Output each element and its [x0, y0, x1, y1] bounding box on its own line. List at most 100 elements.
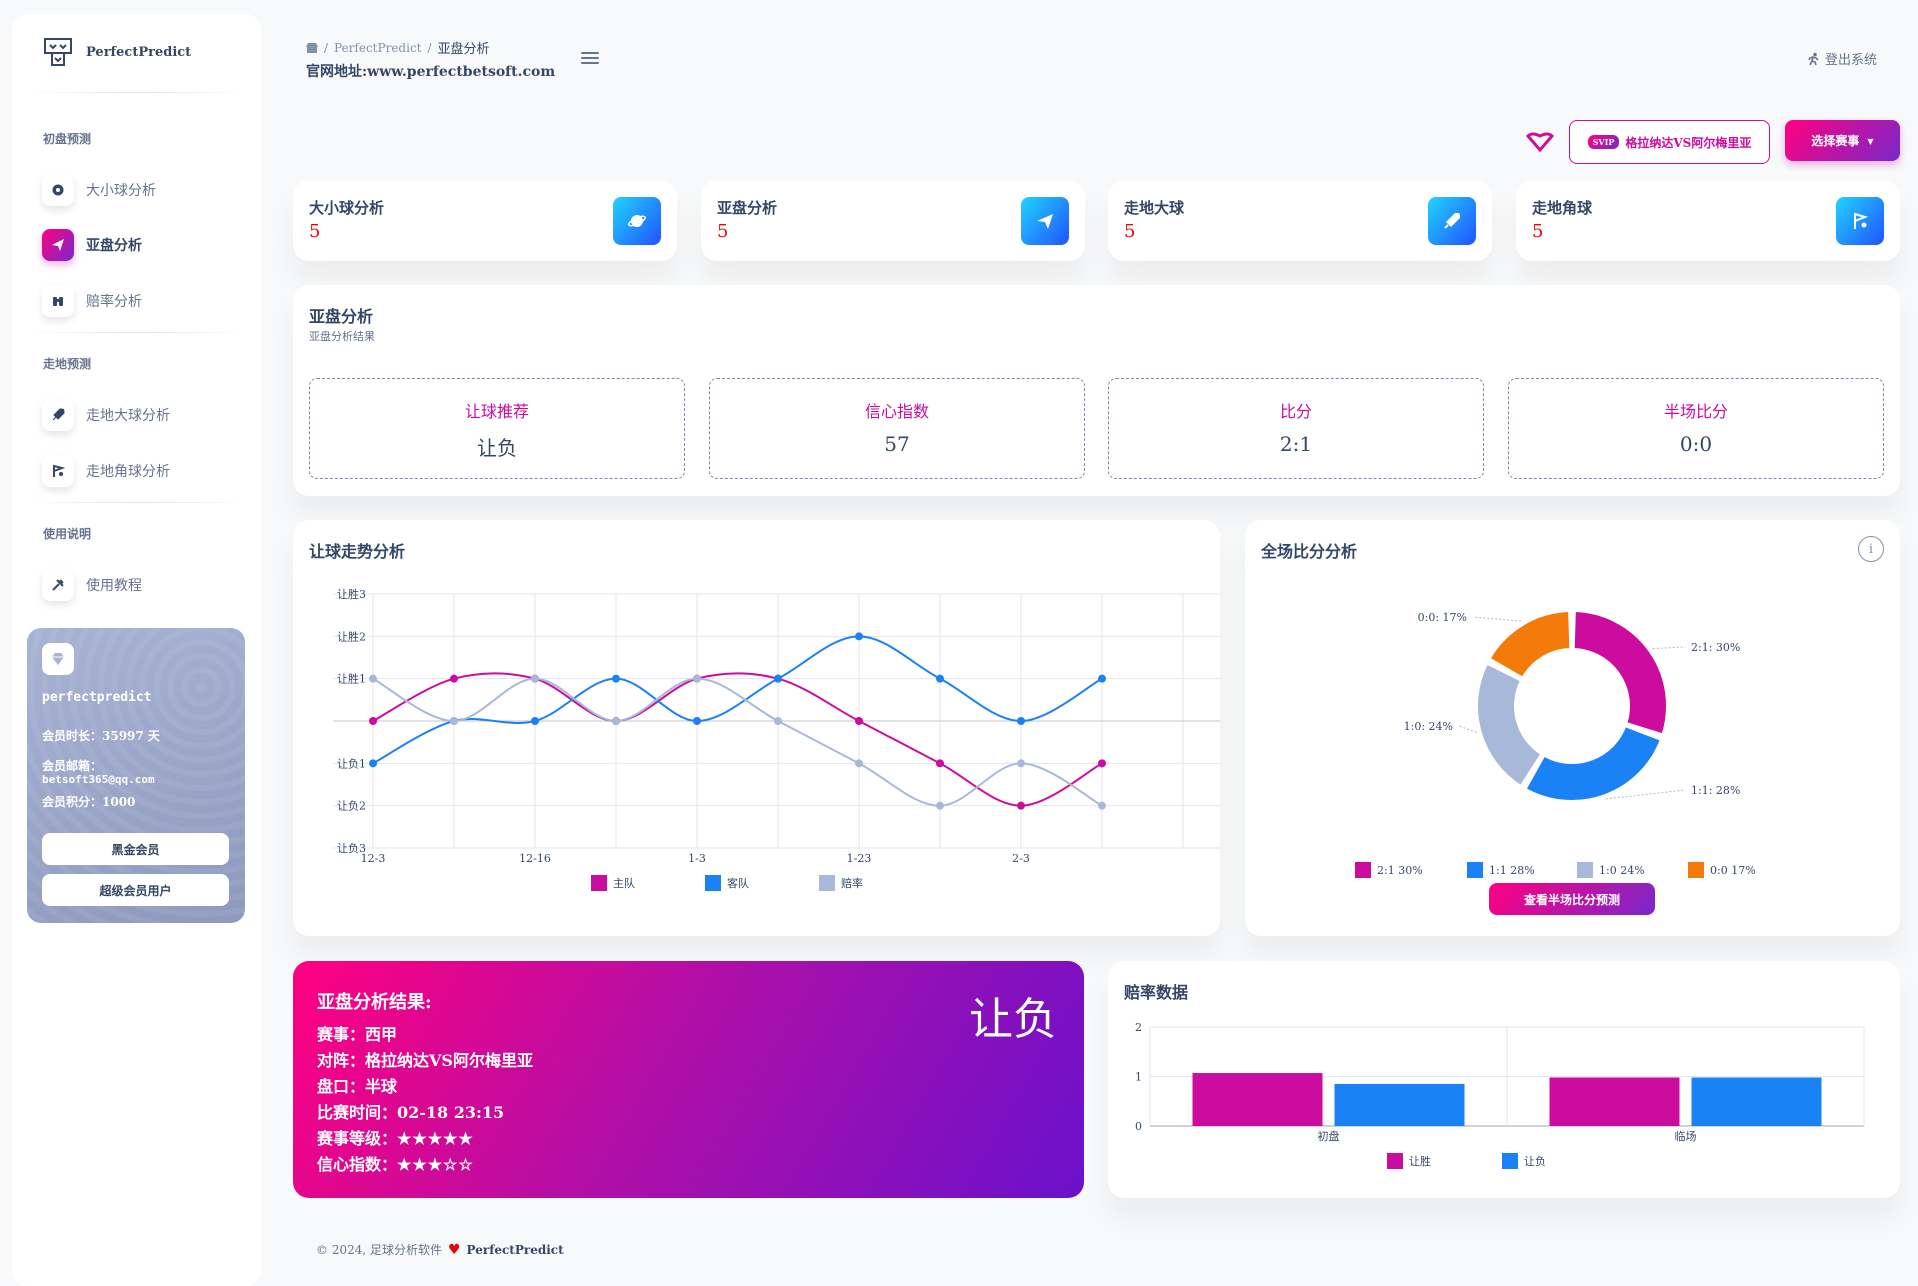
diamond-icon [42, 643, 74, 675]
super-member-button[interactable]: 超级会员用户 [42, 874, 229, 906]
stat-card-over-under: 大小球分析 5 [293, 181, 677, 261]
y-tick-label: 让负3 [337, 841, 366, 855]
y-tick-label: 0 [1135, 1120, 1142, 1133]
current-match-label: 格拉纳达VS阿尔梅里亚 [1625, 135, 1752, 150]
stat-label: 走地角球 [1532, 199, 1593, 217]
select-match-label: 选择赛事 [1811, 134, 1860, 148]
sidebar-item-odds[interactable]: 赔率分析 [42, 283, 142, 319]
sidebar-item-label: 走地大球分析 [86, 408, 170, 424]
pie-slice [1476, 662, 1543, 788]
logout-button[interactable]: 登出系统 [1806, 49, 1877, 68]
sidebar-item-live-goals[interactable]: 走地大球分析 [42, 397, 170, 433]
data-point [450, 717, 458, 725]
bar [1192, 1073, 1323, 1126]
rocket-icon [42, 399, 74, 431]
legend-label: 客队 [727, 876, 749, 890]
pie-slice [1524, 725, 1662, 802]
recommendation-box: 让球推荐 让负 [309, 378, 685, 479]
slice-callout-label: 0:0: 17% [1418, 611, 1467, 624]
result-time: 比赛时间：02-18 23:15 [317, 1103, 505, 1122]
breadcrumb-current: 亚盘分析 [437, 42, 490, 57]
callout-line [1605, 789, 1686, 800]
data-point [1098, 674, 1106, 683]
member-card: perfectpredict 会员时长：35997 天 会员邮箱： betsof… [27, 628, 245, 923]
shop-icon[interactable] [306, 42, 318, 54]
box-value: 让负 [477, 436, 517, 460]
slice-callout-label: 2:1: 30% [1691, 641, 1740, 654]
breadcrumb-root[interactable]: PerfectPredict [334, 40, 422, 55]
card-title: 赔率数据 [1124, 983, 1189, 1002]
data-point [369, 759, 377, 768]
caret-down-icon: ▼ [1867, 135, 1874, 146]
y-tick-label: 让胜1 [337, 672, 366, 686]
rocket-icon [1428, 197, 1476, 245]
bar [1334, 1083, 1465, 1126]
footer-brand[interactable]: PerfectPredict [466, 1242, 564, 1257]
result-league: 赛事：西甲 [317, 1025, 398, 1044]
box-value: 57 [884, 432, 910, 456]
box-value: 2:1 [1279, 432, 1313, 456]
legend-label: 让胜 [1409, 1154, 1431, 1168]
svip-badge: SVIP [1587, 135, 1620, 149]
black-gold-member-button[interactable]: 黑金会员 [42, 833, 229, 865]
y-tick-label: 让胜3 [337, 587, 366, 601]
pie-slice [1488, 610, 1572, 679]
slice-callout-label: 1:0: 24% [1404, 720, 1453, 733]
menu-toggle-icon[interactable] [581, 52, 599, 66]
sidebar-item-asian[interactable]: 亚盘分析 [42, 227, 142, 263]
data-point [936, 801, 944, 810]
confidence-label: 信心指数： [317, 1155, 398, 1174]
y-tick-label: 1 [1135, 1071, 1142, 1084]
view-halftime-prediction-button[interactable]: 查看半场比分预测 [1489, 883, 1655, 915]
member-email-label: 会员邮箱： [42, 759, 103, 773]
legend-label: 赔率 [841, 876, 863, 890]
data-point [450, 674, 458, 683]
sidebar-item-over-under[interactable]: 大小球分析 [42, 172, 156, 208]
sidebar-item-label: 大小球分析 [86, 183, 156, 199]
x-tick-label: 2-3 [1012, 852, 1030, 865]
stat-label: 走地大球 [1124, 199, 1185, 217]
data-point [855, 717, 863, 725]
brand[interactable]: PerfectPredict [42, 36, 191, 68]
confidence-stars: ★★★☆☆ [397, 1155, 474, 1174]
sidebar-item-label: 走地角球分析 [86, 464, 170, 480]
select-match-dropdown[interactable]: 选择赛事 ▼ [1785, 120, 1900, 161]
data-point [774, 717, 782, 725]
data-point [1017, 717, 1025, 725]
favorite-icon[interactable] [1526, 130, 1554, 154]
footer: © 2024, 足球分析软件 ♥ PerfectPredict [316, 1241, 564, 1258]
sidebar: PerfectPredict 初盘预测 大小球分析 亚盘分析 赔率分析 走地预测… [12, 14, 261, 1286]
sidebar-item-tutorial[interactable]: 使用教程 [42, 567, 142, 603]
data-point [369, 674, 377, 683]
sidebar-item-live-corners[interactable]: 走地角球分析 [42, 453, 170, 489]
result-card: 亚盘分析结果: 让负 赛事：西甲 对阵：格拉纳达VS阿尔梅里亚 盘口：半球 比赛… [293, 961, 1084, 1198]
legend-label: 1:0 24% [1599, 864, 1645, 877]
legend-swatch [705, 875, 721, 891]
planet-icon [613, 197, 661, 245]
stat-label: 大小球分析 [309, 199, 385, 217]
info-icon[interactable]: i [1858, 536, 1884, 562]
legend-label: 1:1 28% [1489, 864, 1535, 877]
heart-icon: ♥ [447, 1241, 461, 1258]
y-tick-label: 2 [1135, 1021, 1142, 1034]
x-tick-label: 1-23 [847, 852, 872, 865]
data-point [531, 674, 539, 683]
box-label: 半场比分 [1663, 402, 1728, 421]
section-title-live: 走地预测 [43, 357, 92, 371]
current-match-button[interactable]: SVIP 格拉纳达VS阿尔梅里亚 [1569, 120, 1770, 164]
result-title: 亚盘分析结果: [317, 992, 432, 1013]
stat-value: 5 [1532, 221, 1544, 242]
result-handicap: 盘口：半球 [317, 1077, 398, 1096]
result-level: 赛事等级：★★★★★ [317, 1125, 474, 1149]
breadcrumb-separator: / [324, 40, 329, 55]
divider [30, 502, 244, 503]
legend-swatch [1688, 862, 1704, 878]
x-tick-label: 12-16 [519, 852, 551, 865]
confidence-box: 信心指数 57 [709, 378, 1085, 479]
stat-value: 5 [309, 221, 321, 242]
stat-value: 5 [717, 221, 729, 242]
legend-label: 0:0 17% [1710, 864, 1756, 877]
score-box: 比分 2:1 [1108, 378, 1484, 479]
section-title-preplay: 初盘预测 [43, 132, 92, 146]
